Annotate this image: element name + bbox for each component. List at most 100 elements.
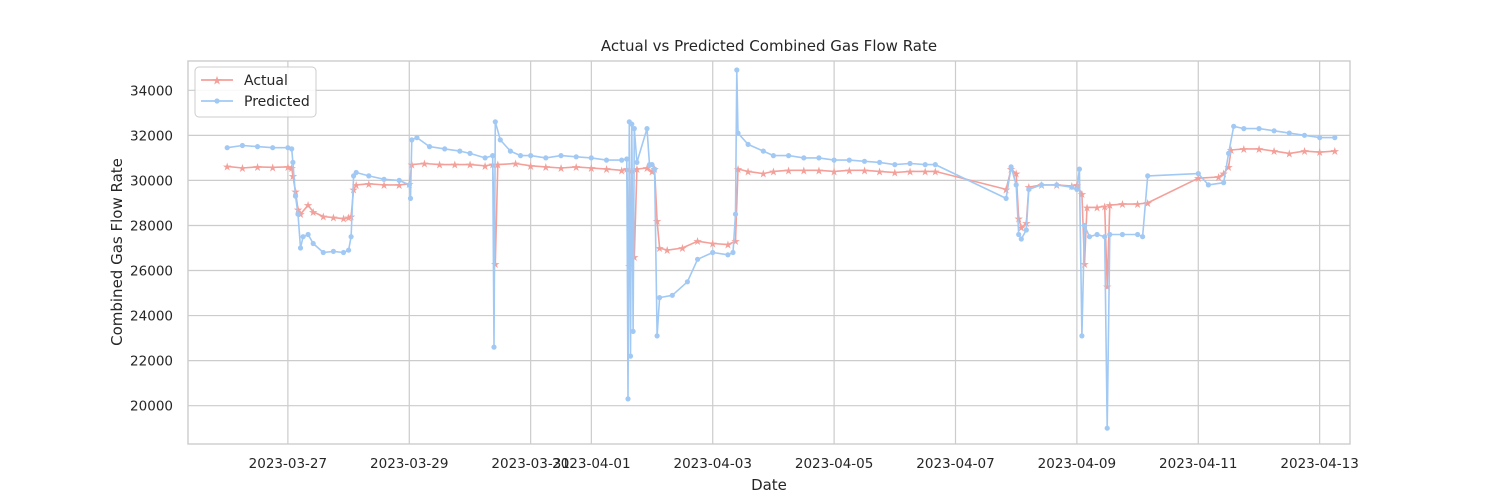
data-point-predicted (1119, 231, 1125, 238)
data-point-actual: ★ (351, 179, 361, 192)
data-point-predicted (366, 173, 372, 179)
data-point-actual: ★ (1016, 222, 1026, 235)
data-point-predicted (426, 144, 433, 150)
y-tick-label: 32000 (130, 128, 173, 144)
data-point-predicted (1195, 171, 1201, 177)
data-point-actual: ★ (1300, 145, 1310, 158)
data-point-predicted (1241, 126, 1247, 132)
data-point-predicted (396, 177, 402, 183)
data-point-predicted (588, 155, 594, 161)
data-point-predicted (1074, 186, 1080, 192)
data-point-predicted (1271, 128, 1277, 134)
tick-labels: 2023-03-27 2023-03-29 2023-03-312023-04-01… (130, 83, 1359, 472)
data-point-predicted (457, 148, 463, 154)
data-point-actual: ★ (328, 212, 338, 225)
data-point-predicted (725, 252, 731, 258)
data-point-actual: ★ (379, 179, 389, 192)
data-point-predicted (627, 353, 634, 359)
data-point-predicted (652, 166, 658, 172)
data-point-predicted (305, 231, 311, 238)
x-tick-label: 2023-04-11 (1159, 456, 1237, 472)
data-point-predicted (348, 234, 354, 240)
y-tick-label: 22000 (130, 354, 173, 370)
data-point-actual: ★ (693, 235, 703, 248)
series-line-actual (227, 148, 1335, 288)
data-point-actual: ★ (268, 161, 278, 174)
data-point-predicted (297, 245, 304, 251)
data-point-predicted (603, 157, 610, 163)
series-predicted (224, 67, 1338, 431)
data-point-actual: ★ (465, 159, 475, 172)
data-point-actual: ★ (844, 164, 854, 177)
data-point-predicted (407, 195, 414, 201)
data-point-predicted (831, 157, 837, 163)
data-point-predicted (1221, 180, 1227, 186)
data-point-actual: ★ (364, 178, 374, 191)
data-point-predicted (1145, 173, 1151, 179)
data-point-predicted (1079, 333, 1085, 339)
data-point-actual: ★ (1117, 198, 1127, 211)
data-point-actual: ★ (920, 165, 930, 178)
data-point-predicted (1081, 222, 1088, 229)
data-point-predicted (340, 249, 347, 256)
x-tick-label: 2023-04-07 (916, 456, 994, 472)
data-point-actual: ★ (652, 215, 662, 228)
plot-frame (187, 60, 1351, 445)
data-point-actual: ★ (1102, 280, 1112, 293)
data-point-actual: ★ (1082, 201, 1092, 214)
data-point-predicted (861, 158, 868, 164)
data-point-actual: ★ (905, 165, 915, 178)
data-point-actual: ★ (344, 212, 354, 225)
data-point-predicted (1286, 130, 1292, 136)
data-point-predicted (491, 344, 497, 350)
series-layer: ★ ★ ★ ★ ★★★★★ ★★ ★ ★ ★★★★★ ★ ★ ★★ ★ ★ ★ ★ ★★★★ ★ ★ ★ ★ ★ ★ ★ ★★★… (222, 67, 1340, 431)
data-point-actual: ★ (1105, 199, 1115, 212)
data-point-predicted (922, 162, 928, 168)
data-point-predicted (1231, 123, 1237, 129)
data-point-actual: ★ (1092, 201, 1102, 214)
data-point-predicted (558, 153, 564, 159)
data-point-predicted (1023, 227, 1029, 233)
data-point-actual: ★ (586, 162, 596, 175)
data-point-actual: ★ (617, 164, 627, 177)
legend-label-predicted: Predicted (244, 94, 310, 110)
data-point-actual: ★ (1330, 145, 1340, 158)
data-point-actual: ★ (677, 242, 687, 255)
data-point-predicted (239, 142, 245, 149)
data-point-predicted (669, 292, 675, 298)
data-point-predicted (654, 333, 660, 339)
data-point-predicted (289, 146, 295, 152)
data-point-predicted (528, 153, 534, 159)
data-point-predicted (1008, 164, 1014, 170)
data-point-actual: ★ (1226, 144, 1236, 157)
data-point-actual: ★ (723, 239, 733, 252)
data-point-predicted (1054, 182, 1060, 188)
data-point-actual: ★ (743, 165, 753, 178)
data-point-predicted (1016, 231, 1022, 238)
data-point-actual: ★ (288, 170, 298, 183)
data-point-actual: ★ (394, 179, 404, 192)
data-point-actual: ★ (253, 161, 263, 174)
data-point-actual: ★ (308, 206, 318, 219)
data-point-predicted (1003, 195, 1009, 201)
data-point-predicted (732, 211, 739, 217)
data-point-actual: ★ (222, 160, 232, 173)
data-point-actual: ★ (493, 159, 503, 172)
data-point-predicted (1102, 234, 1108, 240)
x-tick-label: 2023-03-31 (491, 456, 569, 472)
legend-marker-predicted (214, 98, 220, 104)
data-point-actual: ★ (629, 251, 639, 264)
data-point-predicted (631, 126, 637, 132)
data-point-actual: ★ (1077, 188, 1087, 201)
data-point-actual: ★ (733, 163, 743, 176)
data-point-predicted (730, 249, 736, 256)
data-point-predicted (290, 159, 296, 165)
data-point-actual: ★ (318, 211, 328, 224)
data-point-actual: ★ (296, 208, 306, 221)
data-point-actual: ★ (784, 164, 794, 177)
data-point-predicted (770, 153, 777, 159)
data-point-actual: ★ (1100, 200, 1110, 213)
data-point-predicted (497, 137, 503, 143)
data-point-predicted (1076, 166, 1082, 172)
